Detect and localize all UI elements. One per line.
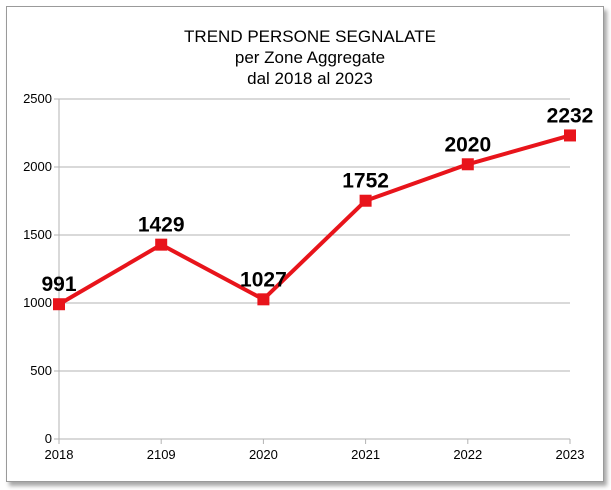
y-tick-label-500: 500: [30, 363, 52, 378]
data-label-2022: 2020: [444, 133, 491, 156]
data-point-2023: [564, 129, 576, 142]
data-point-2109: [155, 238, 168, 251]
y-tick-label-1000: 1000: [23, 295, 52, 310]
chart-title: TREND PERSONE SEGNALATE per Zone Aggrega…: [184, 27, 436, 88]
x-tick-label-2023: 2023: [556, 447, 585, 462]
data-label-2021: 1752: [342, 170, 389, 193]
y-axis-tick-labels: 0 500 1000 1500 2000 2500: [23, 91, 52, 446]
x-tick-label-2022: 2022: [453, 447, 482, 462]
x-axis-tick-labels: 2018 2109 2020 2021 2022 2023: [45, 447, 585, 462]
series-polyline: [57, 133, 571, 306]
y-tick-label-1500: 1500: [23, 227, 52, 242]
chart-title-line-3: dal 2018 al 2023: [247, 69, 373, 88]
y-tick-label-2500: 2500: [23, 91, 52, 106]
y-tick-label-0: 0: [45, 431, 52, 446]
y-tick-label-2000: 2000: [23, 159, 52, 174]
x-tick-label-2021: 2021: [351, 447, 380, 462]
series-markers: [53, 129, 576, 311]
series-line: [57, 133, 571, 306]
chart-title-line-1: TREND PERSONE SEGNALATE: [184, 27, 436, 46]
data-labels: 991 1429 1027 1752 2020 2232: [41, 104, 593, 296]
data-label-2018: 991: [41, 273, 76, 296]
data-label-2023: 2232: [547, 104, 594, 127]
data-label-2020: 1027: [240, 268, 287, 291]
x-tick-label-2018: 2018: [45, 447, 74, 462]
x-tick-label-2109: 2109: [147, 447, 176, 462]
axes: [54, 98, 571, 444]
line-chart: TREND PERSONE SEGNALATE per Zone Aggrega…: [23, 27, 593, 462]
data-point-2021: [359, 194, 372, 207]
x-tick-label-2020: 2020: [249, 447, 278, 462]
data-point-2018: [53, 298, 65, 311]
chart-title-line-2: per Zone Aggregate: [235, 48, 385, 67]
data-label-2109: 1429: [138, 214, 185, 237]
gridlines: [59, 98, 570, 372]
chart-frame: TREND PERSONE SEGNALATE per Zone Aggrega…: [6, 6, 604, 482]
data-point-2020: [257, 293, 270, 306]
data-point-2022: [461, 158, 474, 171]
